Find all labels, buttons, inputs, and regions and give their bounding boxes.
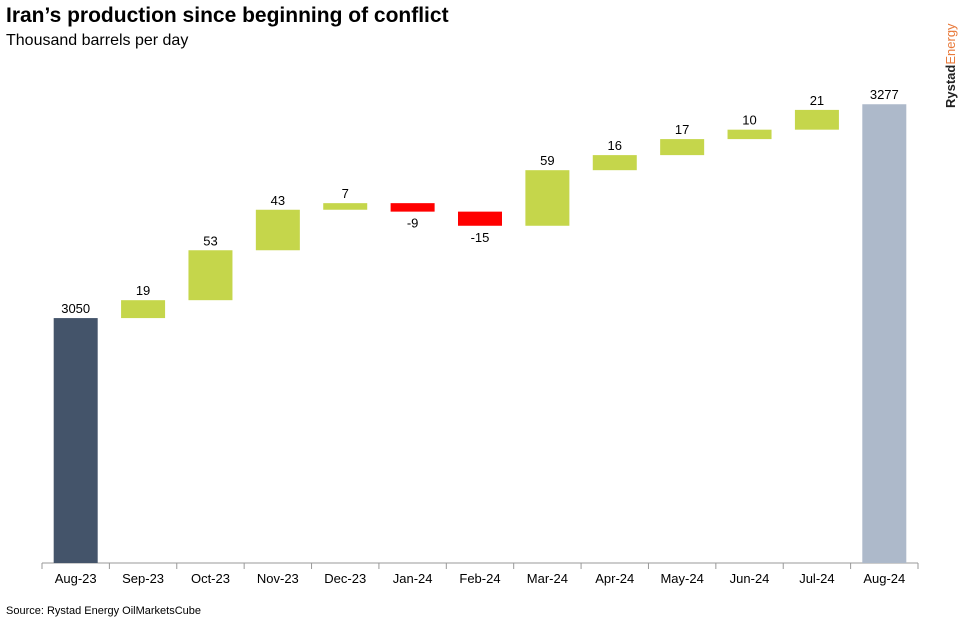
value-label: 53 bbox=[203, 233, 217, 248]
bar bbox=[525, 170, 570, 226]
bar bbox=[53, 318, 98, 563]
x-tick-label: Feb-24 bbox=[459, 571, 500, 586]
value-label: 19 bbox=[136, 283, 150, 298]
logo-part: Energy bbox=[943, 23, 958, 65]
bar bbox=[794, 109, 839, 130]
source-note: Source: Rystad Energy OilMarketsCube bbox=[6, 605, 201, 617]
chart-title: Iran’s production since beginning of con… bbox=[6, 4, 449, 27]
bar bbox=[255, 209, 300, 251]
value-label: -9 bbox=[407, 216, 419, 231]
bar bbox=[458, 211, 502, 226]
bar bbox=[188, 250, 233, 301]
value-label: 21 bbox=[810, 93, 824, 108]
value-label: 3050 bbox=[61, 301, 90, 316]
bar bbox=[727, 129, 772, 140]
bar bbox=[592, 155, 637, 171]
value-label: -15 bbox=[471, 230, 490, 245]
x-tick-label: Oct-23 bbox=[191, 571, 230, 586]
x-tick-label: Jul-24 bbox=[799, 571, 834, 586]
x-tick-label: Apr-24 bbox=[595, 571, 634, 586]
value-label: 3277 bbox=[870, 87, 899, 102]
logo-part: Rystad bbox=[943, 65, 958, 108]
bar bbox=[862, 104, 907, 563]
value-label: 7 bbox=[342, 186, 349, 201]
x-tick-label: Jan-24 bbox=[393, 571, 433, 586]
x-tick-label: Jun-24 bbox=[730, 571, 770, 586]
chart-subtitle: Thousand barrels per day bbox=[6, 32, 188, 49]
x-tick-label: Aug-24 bbox=[863, 571, 905, 586]
value-label: 16 bbox=[608, 138, 622, 153]
x-tick-label: May-24 bbox=[660, 571, 703, 586]
bar bbox=[660, 139, 705, 156]
x-tick-label: Mar-24 bbox=[527, 571, 568, 586]
bar bbox=[121, 300, 166, 319]
value-label: 10 bbox=[742, 113, 756, 128]
logo: RystadEnergy bbox=[943, 23, 958, 108]
value-label: 59 bbox=[540, 153, 554, 168]
x-tick-label: Aug-23 bbox=[55, 571, 97, 586]
x-tick-label: Nov-23 bbox=[257, 571, 299, 586]
x-tick-label: Dec-23 bbox=[324, 571, 366, 586]
value-label: 17 bbox=[675, 122, 689, 137]
bar bbox=[390, 203, 435, 212]
bar bbox=[323, 203, 368, 210]
value-label: 43 bbox=[271, 193, 285, 208]
x-tick-label: Sep-23 bbox=[122, 571, 164, 586]
